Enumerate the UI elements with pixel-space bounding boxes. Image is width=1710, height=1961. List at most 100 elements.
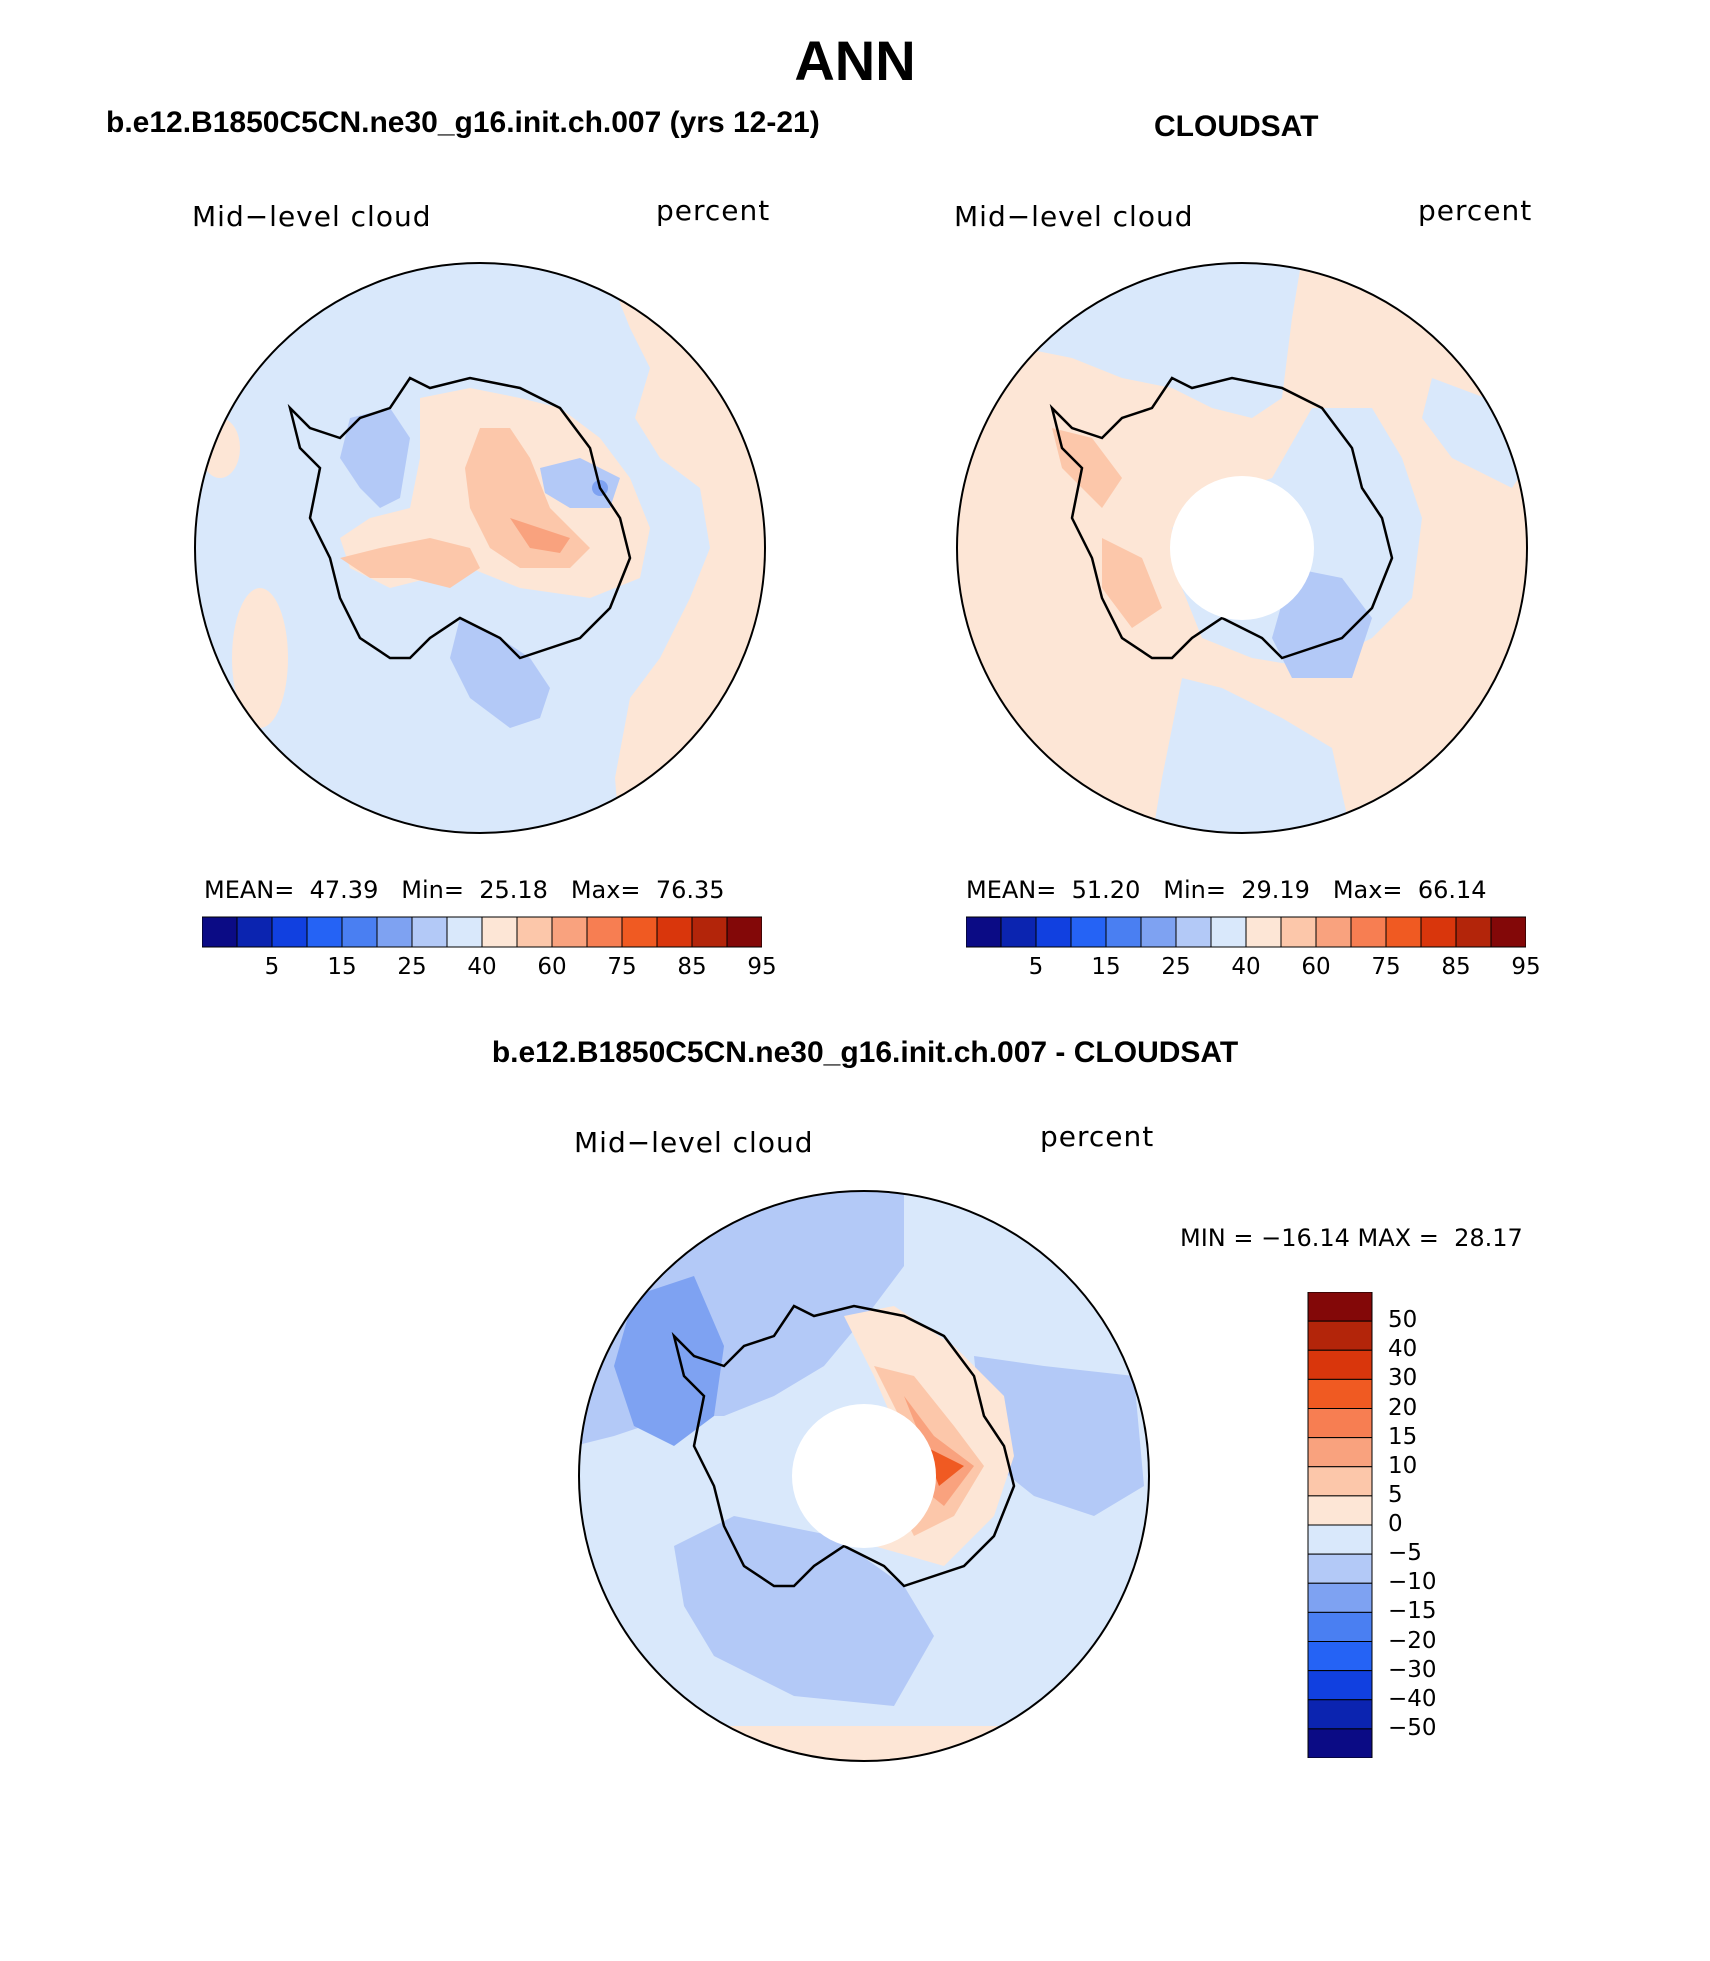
panel2-colorbar-swatch (1210, 916, 1247, 948)
panel1-max-value: 76.35 (655, 876, 725, 904)
difference-colorbar-swatch (1307, 1582, 1373, 1613)
difference-colorbar-label: −40 (1388, 1685, 1437, 1712)
panel1-mean-label: MEAN= (204, 876, 295, 904)
panel1-colorbar-swatch (271, 916, 308, 948)
panel2-antarctica-coastline (1049, 376, 1394, 660)
panel2-colorbar-tick: 25 (1161, 954, 1191, 980)
panel1-stats: MEAN= 47.39 Min= 25.18 Max= 76.35 (204, 876, 725, 904)
panel1-colorbar-tick: 25 (397, 954, 427, 980)
panel1-colorbar-swatch (341, 916, 378, 948)
difference-map-border (578, 1190, 1150, 1762)
panel1-colorbar-swatch (621, 916, 658, 948)
panel1-colorbar-swatch (551, 916, 588, 948)
difference-colorbar-label: 40 (1388, 1336, 1418, 1363)
panel2-colorbar (966, 916, 1526, 948)
difference-colorbar-label: 30 (1388, 1365, 1418, 1392)
panel1-max-label: Max= (570, 876, 641, 904)
panel1-interior-max-region (510, 518, 570, 553)
page-title: ANN (794, 29, 916, 92)
panel2-colorbar-tick: 5 (1028, 954, 1044, 980)
difference-colorbar-swatch (1307, 1466, 1373, 1497)
difference-peninsula-negative-region (614, 1276, 724, 1446)
panel1-units-label: percent (656, 194, 771, 227)
difference-colorbar-label: −30 (1388, 1656, 1437, 1683)
difference-colorbar-swatch (1307, 1641, 1373, 1672)
difference-colorbar-label: 0 (1388, 1511, 1403, 1537)
panel1-colorbar-swatch (516, 916, 553, 948)
difference-colorbar-label: 5 (1388, 1481, 1403, 1508)
difference-colorbar-label: −20 (1388, 1627, 1437, 1654)
panel1-colorbar-swatch (306, 916, 343, 948)
panel1-colorbar-ticks: 5 15 25 40 60 75 85 95 (202, 954, 777, 984)
panel1-title: b.e12.B1850C5CN.ne30_g16.init.ch.007 (yr… (106, 106, 820, 139)
difference-colorbar-label: −5 (1388, 1540, 1422, 1567)
difference-colorbar-label: −50 (1388, 1714, 1437, 1741)
difference-colorbar-swatch (1307, 1408, 1373, 1439)
difference-colorbar-swatch (1307, 1611, 1373, 1642)
panel2-colorbar-tick: 40 (1231, 954, 1261, 980)
panel1-colorbar-swatch (202, 916, 238, 948)
difference-colorbar-swatch (1307, 1378, 1373, 1409)
panel1-colorbar-tick: 60 (537, 954, 567, 980)
panel1-interior-high-region2 (340, 538, 480, 588)
panel1-colorbar-swatch (691, 916, 728, 948)
panel1-colorbar-tick: 95 (747, 954, 777, 980)
panel2-colorbar-swatch (1420, 916, 1457, 948)
panel1-colorbar-swatch (411, 916, 448, 948)
panel2-stats: MEAN= 51.20 Min= 29.19 Max= 66.14 (966, 876, 1487, 904)
panel2-colorbar-swatch (1140, 916, 1177, 948)
panel2-south-negative-region (1152, 678, 1352, 833)
panel2-mean-label: MEAN= (966, 876, 1057, 904)
difference-colorbar-swatch (1307, 1553, 1373, 1584)
panel2-colorbar-swatch (1175, 916, 1212, 948)
panel1-west-positive-patch (232, 588, 288, 728)
panel2-peninsula-high-region (1102, 538, 1162, 628)
difference-variable-label: Mid−level cloud (574, 1126, 814, 1159)
panel2-colorbar-tick: 85 (1441, 954, 1471, 980)
panel2-max-label: Max= (1332, 876, 1403, 904)
panel2-map-border (956, 262, 1528, 834)
panel1-min-label: Min= (401, 876, 464, 904)
difference-colorbar-label: −15 (1388, 1598, 1437, 1625)
panel2-colorbar-swatch (1385, 916, 1422, 948)
panel2-missing-data-hole (1170, 476, 1314, 620)
difference-colorbar-swatch (1307, 1728, 1373, 1758)
panel2-colorbar-swatch (1070, 916, 1107, 948)
difference-polar-map (578, 1190, 1150, 1762)
difference-title: b.e12.B1850C5CN.ne30_g16.init.ch.007 - C… (491, 1036, 1239, 1069)
difference-colorbar-labels: 50 40 30 20 15 10 5 0 −5 −10 −15 −20 −30 −40 −50 (1382, 1292, 1502, 1758)
difference-colorbar-swatch (1307, 1670, 1373, 1701)
difference-colorbar-label: 10 (1388, 1452, 1418, 1479)
panel2-colorbar-tick: 75 (1371, 954, 1401, 980)
panel2-max-value: 66.14 (1417, 876, 1487, 904)
panel2-colorbar-swatch (1490, 916, 1526, 948)
panel1-mean-value: 47.39 (309, 876, 379, 904)
difference-colorbar-label: 15 (1388, 1423, 1418, 1450)
difference-antarctica-coastline (671, 1304, 1016, 1588)
panel1-colorbar-tick: 75 (607, 954, 637, 980)
panel2-colorbar-tick: 60 (1301, 954, 1331, 980)
panel2-interior-low-region (1272, 568, 1372, 678)
panel2-colorbar-swatch (1315, 916, 1352, 948)
panel2-polar-map (956, 262, 1528, 834)
panel1-colorbar-swatch (376, 916, 413, 948)
difference-colorbar (1307, 1292, 1373, 1758)
panel1-negative-region-w (340, 408, 410, 508)
difference-colorbar-label: −10 (1388, 1569, 1437, 1596)
difference-colorbar-swatch (1307, 1699, 1373, 1730)
panel2-colorbar-swatch (1280, 916, 1317, 948)
panel2-colorbar-swatch (1245, 916, 1282, 948)
panel2-colorbar-ticks: 5 15 25 40 60 75 85 95 (966, 954, 1541, 984)
difference-colorbar-label: 50 (1388, 1307, 1418, 1334)
panel1-colorbar (202, 916, 762, 948)
panel1-negative-region-s (450, 618, 550, 728)
panel1-antarctica-coastline (287, 376, 632, 660)
panel2-colorbar-swatch (966, 916, 1002, 948)
panel1-colorbar-tick: 85 (677, 954, 707, 980)
panel1-min-value: 25.18 (479, 876, 548, 904)
panel2-colorbar-swatch (1000, 916, 1037, 948)
panel1-map-border (194, 262, 766, 834)
difference-colorbar-label: 20 (1388, 1394, 1418, 1421)
difference-units-label: percent (1040, 1120, 1155, 1153)
panel1-colorbar-swatch (726, 916, 762, 948)
